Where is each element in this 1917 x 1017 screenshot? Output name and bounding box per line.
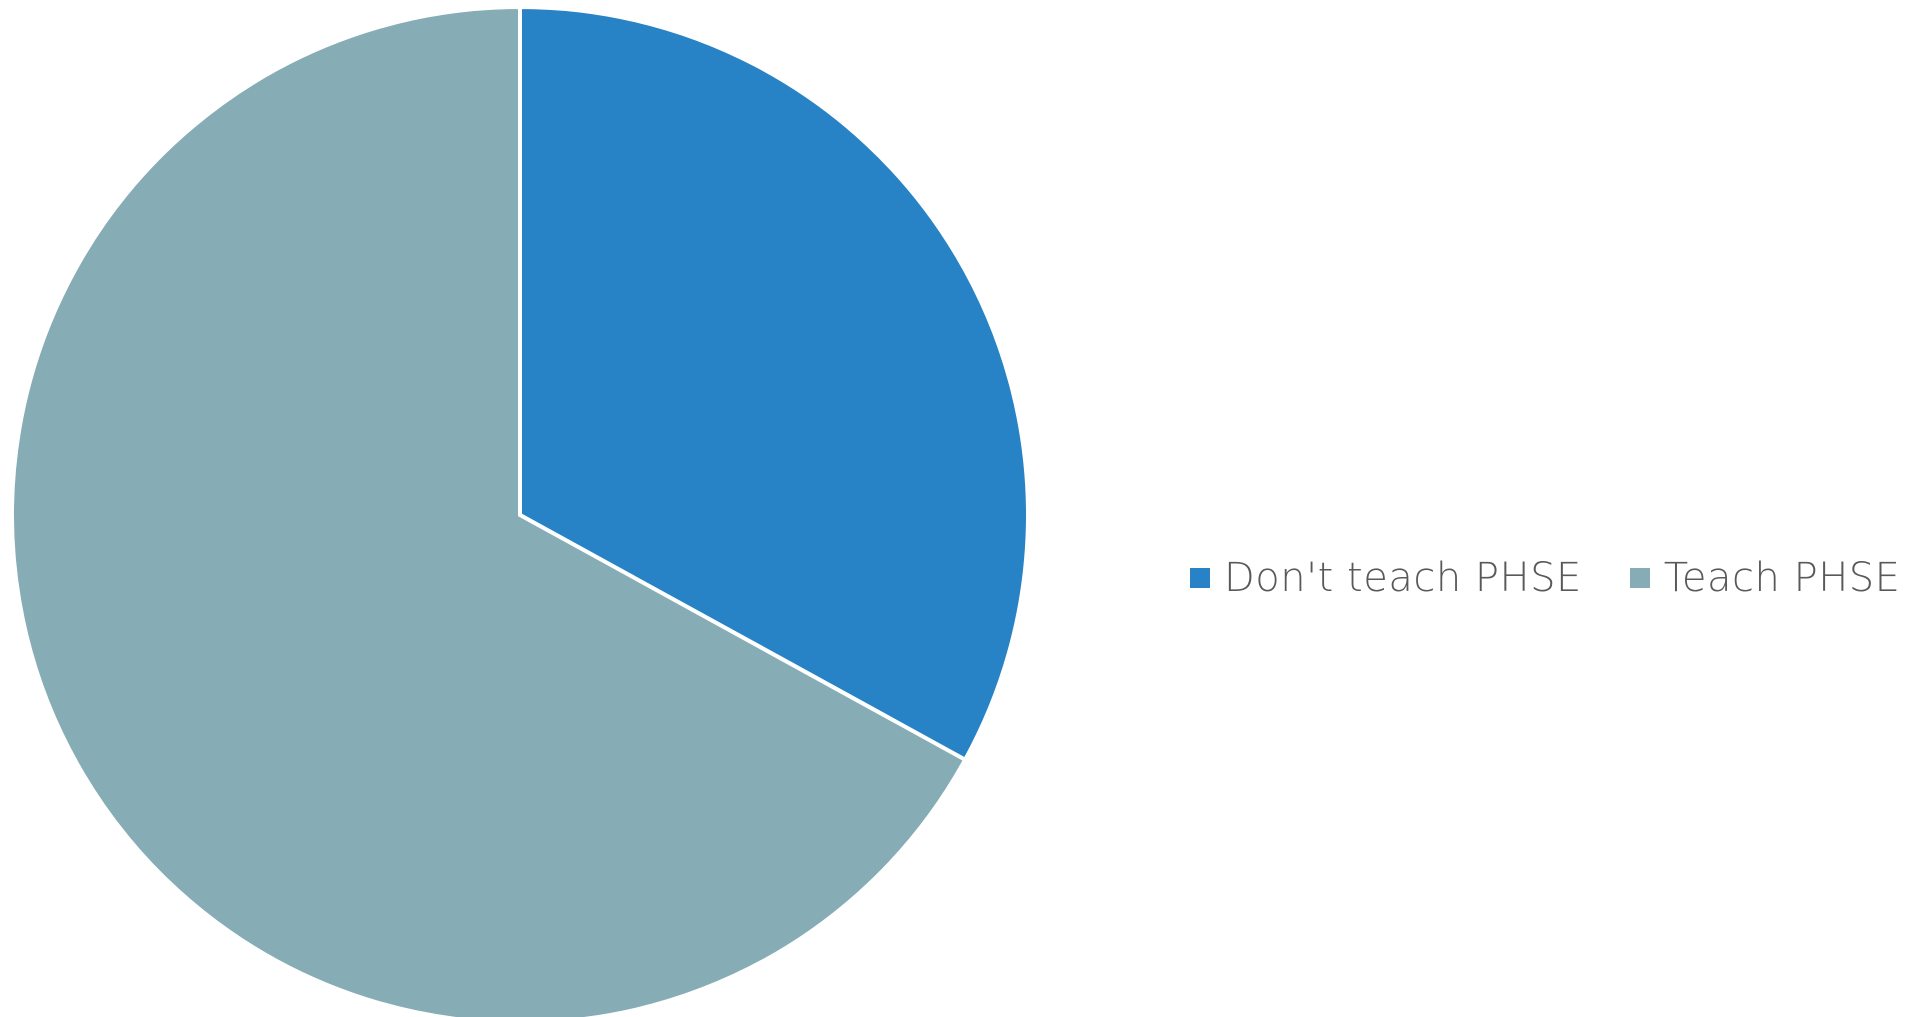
legend-item-teach-phse: Teach PHSE	[1629, 555, 1901, 601]
legend-swatch-dont-teach-phse	[1190, 568, 1210, 588]
pie-slice-teach-phse	[10, 4, 968, 1017]
legend-swatch-teach-phse	[1629, 568, 1650, 588]
pie-slices	[10, 4, 1030, 1017]
chart-legend: Don't teach PHSE Teach PHSE	[1190, 555, 1900, 601]
pie-slice-don-t-teach-phse	[518, 4, 1030, 763]
legend-item-dont-teach-phse: Don't teach PHSE	[1190, 555, 1582, 601]
legend-label-dont-teach-phse: Don't teach PHSE	[1224, 555, 1582, 601]
legend-label-teach-phse: Teach PHSE	[1663, 555, 1901, 601]
